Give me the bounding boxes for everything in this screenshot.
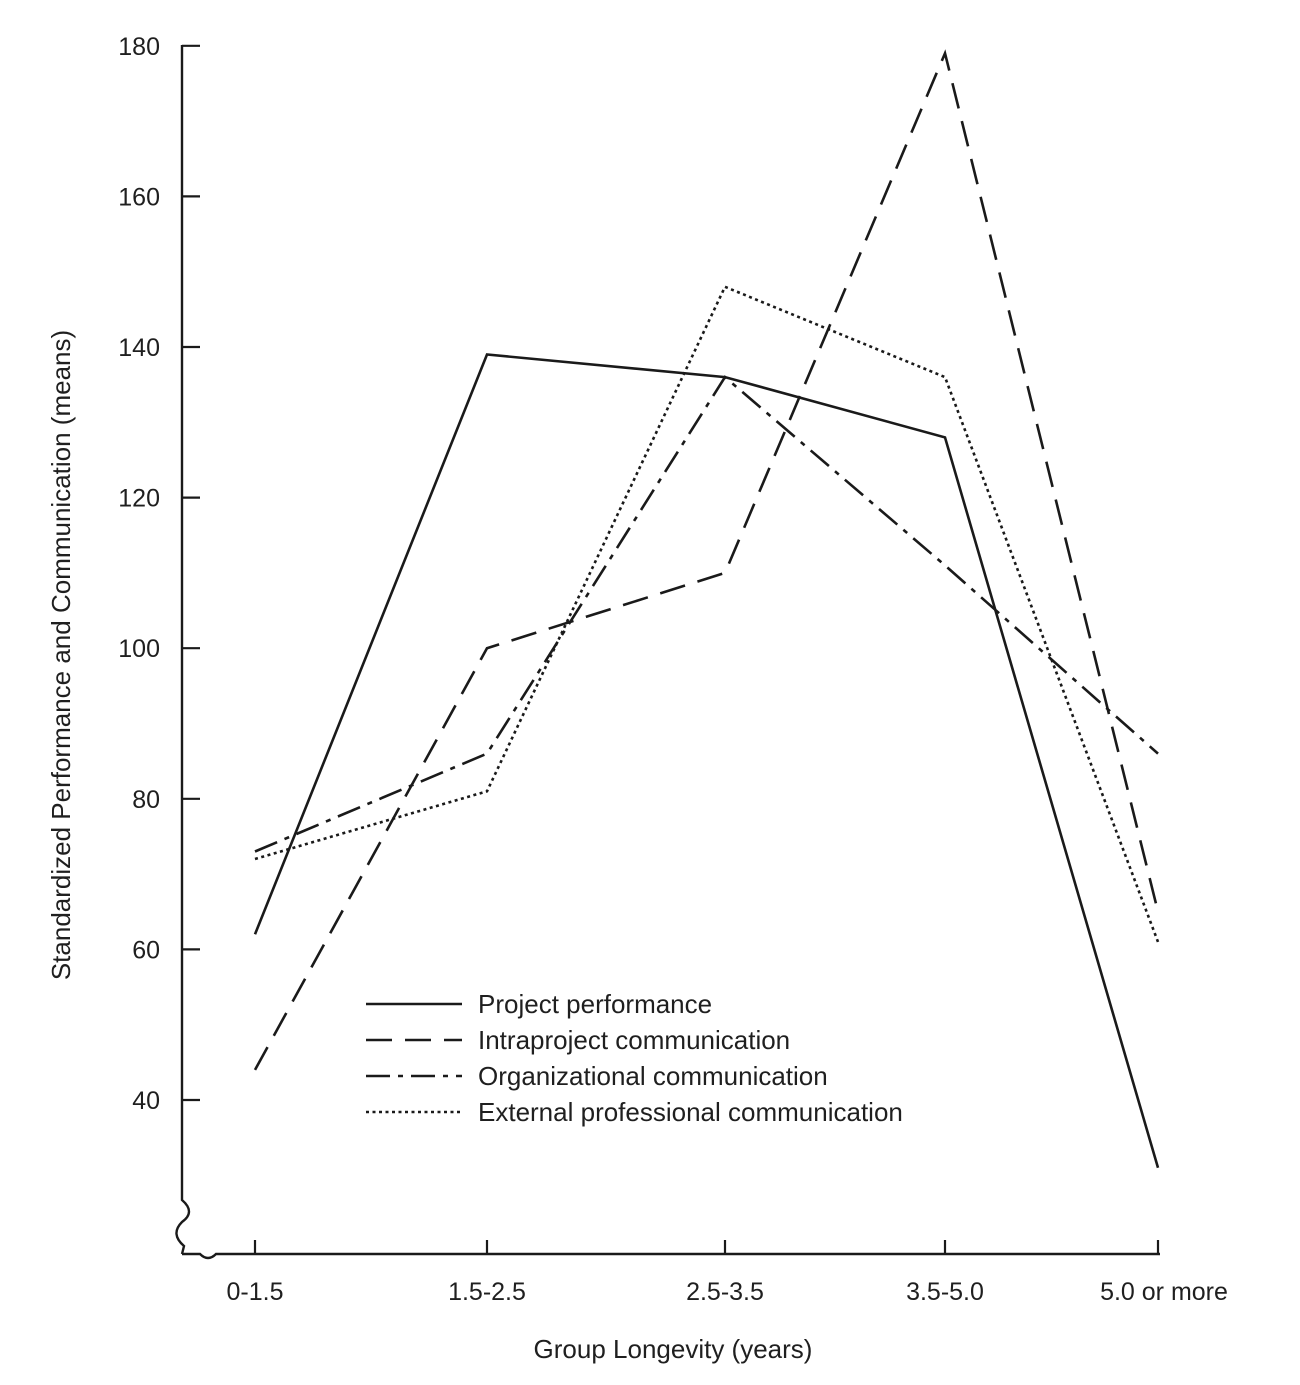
x-tick-label: 0-1.5 — [227, 1278, 284, 1306]
x-ticks: 0-1.5 1.5-2.5 2.5-3.5 3.5-5.0 5.0 or more — [227, 1240, 1228, 1306]
x-tick-label: 5.0 or more — [1100, 1278, 1228, 1306]
axes — [175, 45, 1160, 1260]
y-tick-label: 180 — [118, 33, 160, 61]
y-axis-title: Standardized Performance and Communicati… — [46, 330, 76, 980]
y-axis-line — [175, 45, 191, 1255]
x-tick-label: 1.5-2.5 — [448, 1278, 526, 1306]
x-tick-label: 2.5-3.5 — [686, 1278, 764, 1306]
legend: Project performance Intraproject communic… — [366, 989, 903, 1127]
legend-label: Organizational communication — [478, 1061, 828, 1091]
x-axis-line — [182, 1252, 1160, 1260]
x-axis-title: Group Longevity (years) — [534, 1334, 813, 1364]
y-ticks: 40 60 80 100 120 140 160 180 — [118, 33, 200, 1115]
y-tick-label: 80 — [132, 786, 160, 814]
x-tick-label: 3.5-5.0 — [906, 1278, 984, 1306]
series-line-2 — [253, 49, 1160, 1071]
y-tick-label: 160 — [118, 183, 160, 211]
legend-label: External professional communication — [478, 1097, 903, 1127]
y-tick-label: 100 — [118, 635, 160, 663]
y-tick-label: 40 — [132, 1087, 160, 1115]
legend-label: Project performance — [478, 989, 712, 1019]
series-line-4 — [254, 285, 1160, 943]
series-layer — [253, 49, 1160, 1169]
y-tick-label: 140 — [118, 334, 160, 362]
series-line-3 — [254, 375, 1159, 853]
legend-label: Intraproject communication — [478, 1025, 790, 1055]
y-tick-label: 60 — [132, 936, 160, 964]
y-tick-label: 120 — [118, 485, 160, 513]
